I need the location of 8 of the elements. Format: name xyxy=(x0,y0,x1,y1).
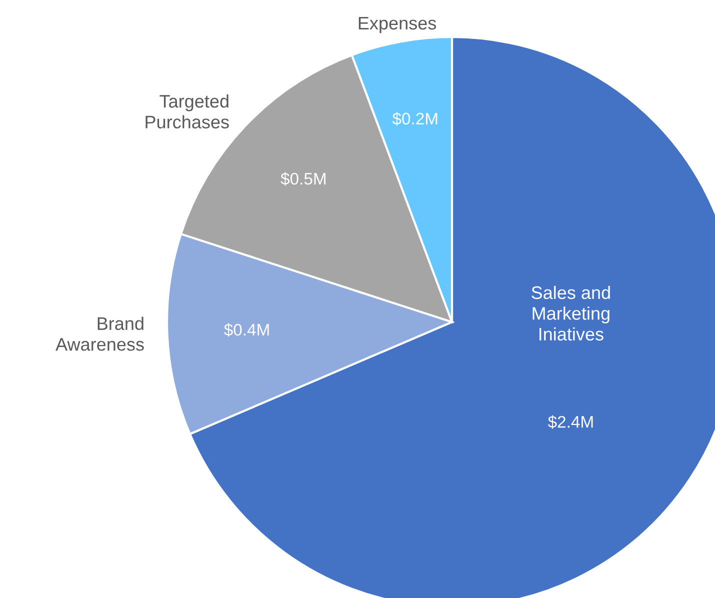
data-label: $0.4M xyxy=(224,323,269,337)
data-label: $2.4M xyxy=(548,415,593,429)
slice-label: Targeted Purchases xyxy=(146,94,229,128)
slice-label: Brand Awareness xyxy=(56,316,144,351)
slice-label: Expenses xyxy=(358,17,436,34)
data-label: $0.2M xyxy=(392,112,438,126)
slice-label: Sales and Marketing Iniatives xyxy=(532,286,610,341)
data-label: $0.5M xyxy=(280,172,326,186)
